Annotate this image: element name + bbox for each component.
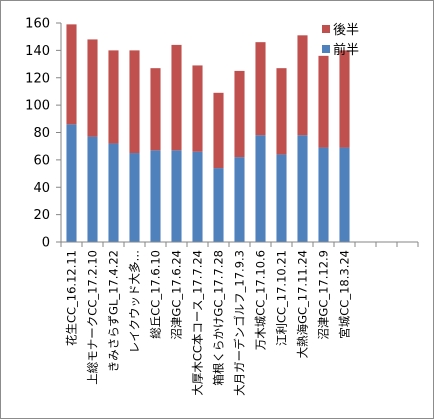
bar-first-half-4 bbox=[150, 150, 161, 242]
bar-second-half-3 bbox=[129, 50, 140, 154]
bar-first-half-12 bbox=[318, 147, 329, 242]
bar-first-half-13 bbox=[339, 147, 350, 242]
bar-first-half-5 bbox=[171, 150, 182, 242]
bar-first-half-2 bbox=[108, 143, 119, 242]
x-tick-label-10: 江利CC_17.10.21 bbox=[275, 250, 289, 346]
y-tick-label-100: 100 bbox=[25, 99, 50, 114]
x-tick-label-2: きみさらずGL_17.4.22 bbox=[107, 250, 121, 372]
y-tick-label-80: 80 bbox=[33, 126, 50, 141]
x-tick-label-9: 万木城CC_17.10.6 bbox=[254, 250, 268, 350]
x-tick-label-4: 総丘CC_17.6.10 bbox=[149, 250, 163, 339]
y-tick-label-20: 20 bbox=[33, 208, 50, 223]
bar-second-half-12 bbox=[318, 55, 329, 148]
bar-second-half-8 bbox=[234, 70, 245, 158]
bar-first-half-10 bbox=[276, 154, 287, 242]
y-tick-label-160: 160 bbox=[25, 17, 50, 32]
y-tick-label-140: 140 bbox=[25, 44, 50, 59]
bar-second-half-9 bbox=[255, 42, 266, 136]
x-tick-label-0: 花生CC_16.12.11 bbox=[65, 250, 79, 346]
bar-second-half-13 bbox=[339, 50, 350, 148]
bar-first-half-7 bbox=[213, 168, 224, 242]
bar-second-half-11 bbox=[297, 35, 308, 136]
x-tick-label-5: 沼津GC_17.6.24 bbox=[170, 250, 184, 340]
x-tick-label-12: 沼津GC_17.12.9 bbox=[317, 250, 331, 340]
bar-first-half-6 bbox=[192, 151, 203, 242]
legend-label-後半: 後半 bbox=[333, 23, 359, 38]
bar-first-half-9 bbox=[255, 135, 266, 242]
axes-layer bbox=[56, 22, 419, 247]
bar-second-half-4 bbox=[150, 68, 161, 151]
x-tick-label-7: 箱根くらかけGC_17.7.28 bbox=[212, 250, 226, 386]
bar-first-half-3 bbox=[129, 153, 140, 242]
y-tick-label-60: 60 bbox=[33, 153, 50, 168]
bar-second-half-7 bbox=[213, 92, 224, 169]
bar-first-half-0 bbox=[66, 124, 77, 242]
y-tick-labels: 0 20 40 60 80 100 120 140 160 bbox=[25, 17, 50, 251]
x-tick-label-13: 宮城CC_18.3.24 bbox=[338, 250, 352, 339]
bar-second-half-5 bbox=[171, 44, 182, 151]
bar-first-half-11 bbox=[297, 135, 308, 242]
x-tick-label-6: 大厚木CC本コース_17.7.24 bbox=[191, 250, 205, 396]
bar-second-half-6 bbox=[192, 65, 203, 152]
bar-second-half-2 bbox=[108, 50, 119, 144]
x-tick-label-8: 大月ガーデンゴルフ_17.9.3 bbox=[233, 250, 247, 396]
legend-swatch-後半 bbox=[322, 25, 330, 33]
bars-layer bbox=[66, 24, 350, 242]
bar-first-half-8 bbox=[234, 157, 245, 242]
legend-label-前半: 前半 bbox=[333, 42, 359, 58]
y-tick-label-0: 0 bbox=[42, 236, 50, 251]
bar-second-half-10 bbox=[276, 68, 287, 155]
y-tick-label-120: 120 bbox=[25, 71, 50, 86]
y-tick-label-40: 40 bbox=[33, 181, 50, 196]
bar-first-half-1 bbox=[87, 136, 98, 242]
x-tick-label-1: 上総モナークCC_17.2.10 bbox=[86, 250, 100, 385]
legend: 後半 前半 bbox=[322, 23, 359, 58]
x-tick-label-11: 大熱海GC_17.11.24 bbox=[296, 250, 310, 358]
x-tick-label-3: レイクウッド大多… bbox=[128, 250, 142, 353]
bar-second-half-1 bbox=[87, 39, 98, 137]
legend-swatch-前半 bbox=[322, 45, 330, 53]
bar-second-half-0 bbox=[66, 24, 77, 125]
x-tick-labels: 花生CC_16.12.11 上総モナークCC_17.2.10 きみさらずGL_17.… bbox=[65, 250, 352, 396]
